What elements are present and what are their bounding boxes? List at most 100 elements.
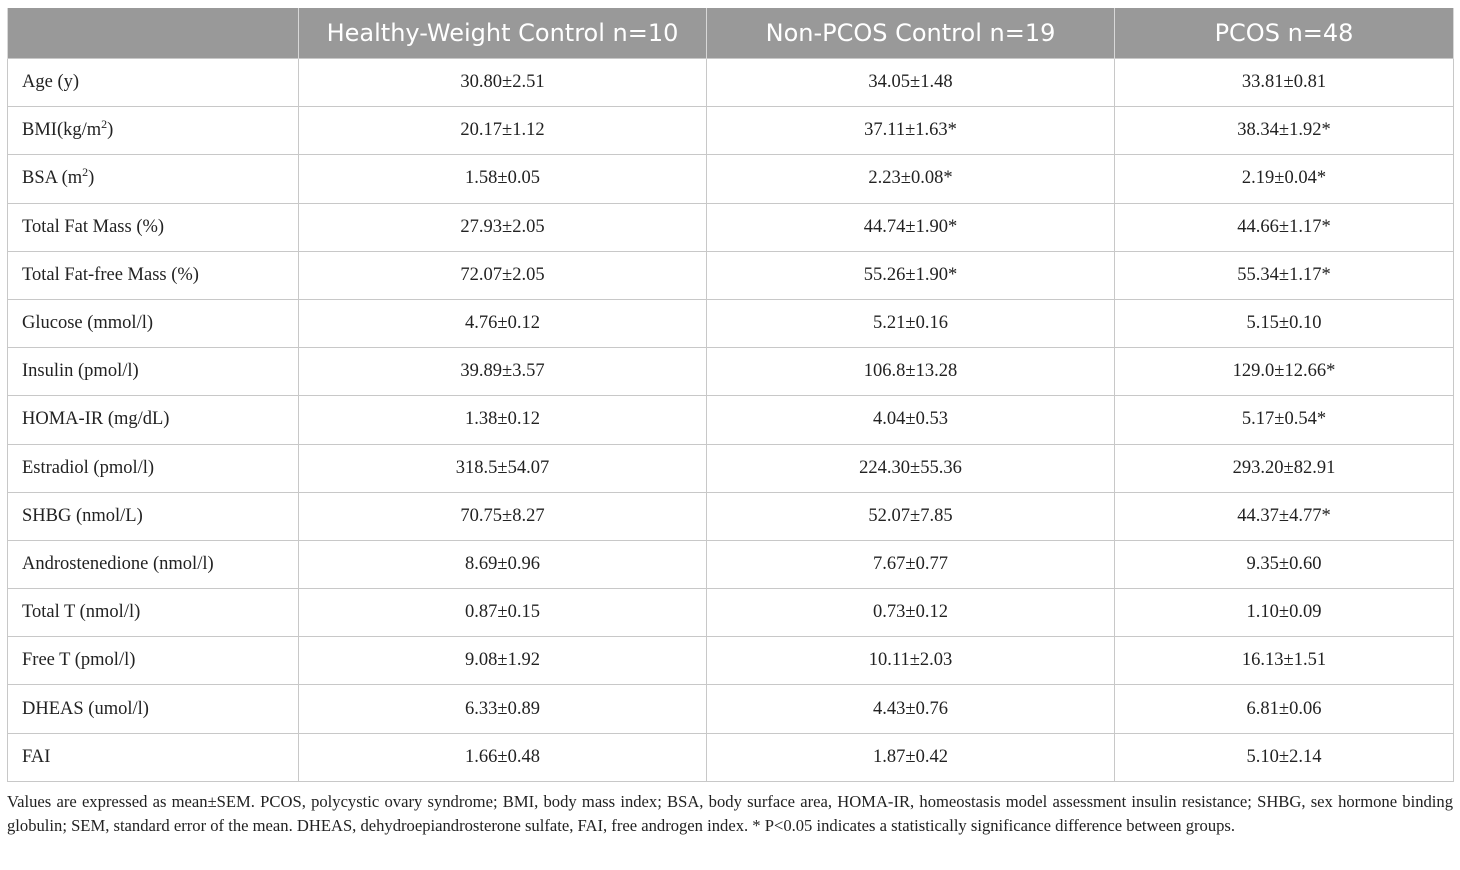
- row-label: DHEAS (umol/l): [7, 684, 299, 734]
- cell-pcos: 44.37±4.77*: [1114, 491, 1454, 541]
- table-row: HOMA-IR (mg/dL) 1.38±0.12 4.04±0.53 5.17±0.…: [7, 395, 1454, 445]
- row-label-text: FAI: [22, 746, 51, 767]
- row-label-text: Total Fat-free Mass (%): [22, 264, 199, 285]
- cell-healthy-weight-control: 318.5±54.07: [298, 443, 707, 493]
- cell-pcos: 44.66±1.17*: [1114, 202, 1454, 252]
- cell-pcos: 38.34±1.92*: [1114, 106, 1454, 156]
- cell-healthy-weight-control: 0.87±0.15: [298, 588, 707, 638]
- data-table-container: Healthy-Weight Control n=10 Non-PCOS Con…: [7, 8, 1454, 782]
- table-row: Total Fat-free Mass (%) 72.07±2.05 55.26±1…: [7, 250, 1454, 300]
- row-label-text: DHEAS (umol/l): [22, 698, 149, 719]
- row-label-superscript: 2: [101, 117, 108, 132]
- row-label-text: HOMA-IR (mg/dL): [22, 409, 170, 430]
- cell-non-pcos-control: 37.11±1.63*: [706, 106, 1115, 156]
- row-label: Glucose (mmol/l): [7, 298, 299, 349]
- cell-healthy-weight-control: 4.76±0.12: [298, 298, 707, 349]
- row-label-suffix: ): [88, 168, 95, 189]
- cell-pcos: 16.13±1.51: [1114, 636, 1454, 686]
- table-row: Total T (nmol/l) 0.87±0.15 0.73±0.12 1.10±0…: [7, 588, 1454, 638]
- row-label-text: Total T (nmol/l): [22, 602, 141, 623]
- table-row: Age (y) 30.80±2.51 34.05±1.48 33.81±0.81: [7, 57, 1454, 108]
- row-label: Androstenedione (nmol/l): [7, 539, 299, 590]
- table-row: Total Fat Mass (%) 27.93±2.05 44.74±1.90* 4…: [7, 202, 1454, 252]
- row-label: Total Fat Mass (%): [7, 202, 299, 252]
- cell-healthy-weight-control: 8.69±0.96: [298, 539, 707, 590]
- table-body: Age (y) 30.80±2.51 34.05±1.48 33.81±0.81 BMI…: [7, 57, 1454, 782]
- cell-non-pcos-control: 34.05±1.48: [706, 57, 1115, 108]
- row-label: Free T (pmol/l): [7, 636, 299, 686]
- cell-non-pcos-control: 10.11±2.03: [706, 636, 1115, 686]
- table-row: BMI(kg/m2) 20.17±1.12 37.11±1.63* 38.34±1.9…: [7, 106, 1454, 156]
- row-label: Insulin (pmol/l): [7, 347, 299, 397]
- table-row: Insulin (pmol/l) 39.89±3.57 106.8±13.28 129…: [7, 347, 1454, 397]
- cell-non-pcos-control: 224.30±55.36: [706, 443, 1115, 493]
- header-row: Healthy-Weight Control n=10 Non-PCOS Con…: [7, 8, 1454, 59]
- cell-pcos: 129.0±12.66*: [1114, 347, 1454, 397]
- header-cell-variable: [7, 8, 299, 59]
- cell-non-pcos-control: 2.23±0.08*: [706, 154, 1115, 204]
- cell-healthy-weight-control: 1.66±0.48: [298, 732, 707, 782]
- data-table: Healthy-Weight Control n=10 Non-PCOS Con…: [7, 8, 1454, 782]
- table-row: SHBG (nmol/L) 70.75±8.27 52.07±7.85 44.37±4…: [7, 491, 1454, 541]
- table-row: Glucose (mmol/l) 4.76±0.12 5.21±0.16 5.15±0…: [7, 298, 1454, 349]
- cell-pcos: 33.81±0.81: [1114, 57, 1454, 108]
- row-label-text: SHBG (nmol/L): [22, 505, 143, 526]
- row-label-superscript: 2: [82, 165, 89, 180]
- cell-non-pcos-control: 106.8±13.28: [706, 347, 1115, 397]
- row-label: Total T (nmol/l): [7, 588, 299, 638]
- header-cell-non-pcos-control: Non-PCOS Control n=19: [706, 8, 1115, 59]
- table-row: FAI 1.66±0.48 1.87±0.42 5.10±2.14: [7, 732, 1454, 782]
- cell-non-pcos-control: 52.07±7.85: [706, 491, 1115, 541]
- cell-non-pcos-control: 4.04±0.53: [706, 395, 1115, 445]
- row-label: Age (y): [7, 57, 299, 108]
- row-label: HOMA-IR (mg/dL): [7, 395, 299, 445]
- cell-pcos: 5.15±0.10: [1114, 298, 1454, 349]
- cell-healthy-weight-control: 9.08±1.92: [298, 636, 707, 686]
- row-label-text: Total Fat Mass (%): [22, 216, 165, 237]
- row-label: Estradiol (pmol/l): [7, 443, 299, 493]
- table-header: Healthy-Weight Control n=10 Non-PCOS Con…: [7, 8, 1454, 59]
- row-label-text: BSA (m: [22, 168, 83, 189]
- cell-healthy-weight-control: 1.38±0.12: [298, 395, 707, 445]
- table-row: DHEAS (umol/l) 6.33±0.89 4.43±0.76 6.81±0.0…: [7, 684, 1454, 734]
- row-label-text: Glucose (mmol/l): [22, 313, 154, 334]
- row-label: FAI: [7, 732, 299, 782]
- table-footnote: Values are expressed as mean±SEM. PCOS, …: [7, 792, 1453, 835]
- cell-healthy-weight-control: 30.80±2.51: [298, 57, 707, 108]
- cell-pcos: 9.35±0.60: [1114, 539, 1454, 590]
- cell-pcos: 2.19±0.04*: [1114, 154, 1454, 204]
- cell-non-pcos-control: 5.21±0.16: [706, 298, 1115, 349]
- row-label: BMI(kg/m2): [7, 106, 299, 156]
- table-row: BSA (m2) 1.58±0.05 2.23±0.08* 2.19±0.04*: [7, 154, 1454, 204]
- row-label-suffix: ): [107, 120, 114, 141]
- row-label-text: BMI(kg/m: [22, 120, 102, 141]
- cell-healthy-weight-control: 70.75±8.27: [298, 491, 707, 541]
- cell-pcos: 1.10±0.09: [1114, 588, 1454, 638]
- row-label-text: Free T (pmol/l): [22, 650, 136, 671]
- row-label: BSA (m2): [7, 154, 299, 204]
- table-row: Free T (pmol/l) 9.08±1.92 10.11±2.03 16.13±…: [7, 636, 1454, 686]
- table-row: Androstenedione (nmol/l) 8.69±0.96 7.67±0.…: [7, 539, 1454, 590]
- cell-healthy-weight-control: 27.93±2.05: [298, 202, 707, 252]
- table-row: Estradiol (pmol/l) 318.5±54.07 224.30±55.3…: [7, 443, 1454, 493]
- row-label: Total Fat-free Mass (%): [7, 250, 299, 300]
- header-cell-healthy-weight-control: Healthy-Weight Control n=10: [298, 8, 707, 59]
- cell-pcos: 5.10±2.14: [1114, 732, 1454, 782]
- cell-non-pcos-control: 7.67±0.77: [706, 539, 1115, 590]
- cell-healthy-weight-control: 20.17±1.12: [298, 106, 707, 156]
- row-label-text: Androstenedione (nmol/l): [22, 553, 214, 574]
- cell-non-pcos-control: 55.26±1.90*: [706, 250, 1115, 300]
- row-label-text: Estradiol (pmol/l): [22, 457, 155, 478]
- header-cell-pcos: PCOS n=48: [1114, 8, 1454, 59]
- cell-non-pcos-control: 44.74±1.90*: [706, 202, 1115, 252]
- row-label-text: Age (y): [22, 72, 80, 93]
- cell-healthy-weight-control: 39.89±3.57: [298, 347, 707, 397]
- row-label: SHBG (nmol/L): [7, 491, 299, 541]
- row-label-text: Insulin (pmol/l): [22, 361, 139, 382]
- cell-non-pcos-control: 1.87±0.42: [706, 732, 1115, 782]
- cell-pcos: 55.34±1.17*: [1114, 250, 1454, 300]
- cell-healthy-weight-control: 72.07±2.05: [298, 250, 707, 300]
- cell-pcos: 5.17±0.54*: [1114, 395, 1454, 445]
- cell-healthy-weight-control: 6.33±0.89: [298, 684, 707, 734]
- cell-pcos: 293.20±82.91: [1114, 443, 1454, 493]
